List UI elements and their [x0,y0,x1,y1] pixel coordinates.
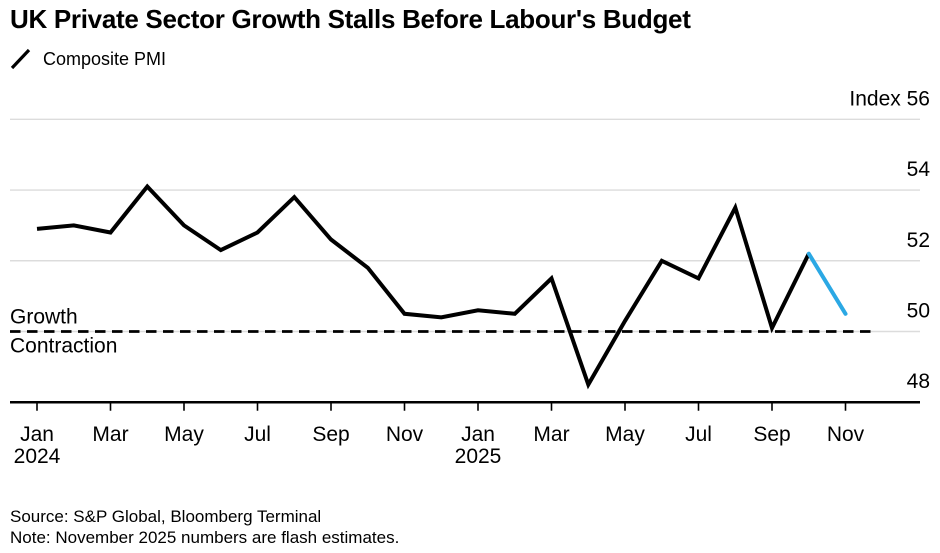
year-label-2024: 2024 [14,445,61,468]
x-tick-label-6: Jan [461,423,495,446]
y-tick-label-56: Index 56 [849,87,930,110]
composite-pmi-line [36,183,811,390]
line-series-slash-icon [10,48,31,70]
x-tick-label-3: Jul [244,423,271,446]
chart-footer: Source: S&P Global, Bloomberg Terminal N… [10,506,399,548]
x-tick-label-8: May [605,423,645,446]
x-tick-label-9: Jul [685,423,712,446]
x-tick-label-2: May [164,423,204,446]
x-tick-label-0: Jan [20,423,54,446]
source-note: Source: S&P Global, Bloomberg Terminal [10,507,322,526]
contraction-label: Contraction [10,335,117,358]
flash-estimate-note: Note: November 2025 numbers are flash es… [10,528,400,547]
growth-label: Growth [10,306,78,329]
y-tick-label-54: 54 [907,158,931,181]
page-title: UK Private Sector Growth Stalls Before L… [10,4,691,34]
x-tick-label-1: Mar [92,423,128,446]
y-tick-label-52: 52 [907,229,930,252]
y-tick-label-48: 48 [907,370,930,393]
legend-slash-stroke [10,48,31,70]
legend-label-composite-pmi: Composite PMI [43,49,167,69]
flash-estimate-line [806,251,848,316]
x-tick-label-4: Sep [312,423,349,446]
y-tick-label-50: 50 [907,300,930,323]
x-tick-label-10: Sep [753,423,790,446]
x-tick-label-11: Nov [827,423,865,446]
year-label-2025: 2025 [455,445,502,468]
chart-legend: Composite PMI [8,47,166,72]
x-tick-label-5: Nov [386,423,424,446]
x-tick-label-7: Mar [533,423,569,446]
